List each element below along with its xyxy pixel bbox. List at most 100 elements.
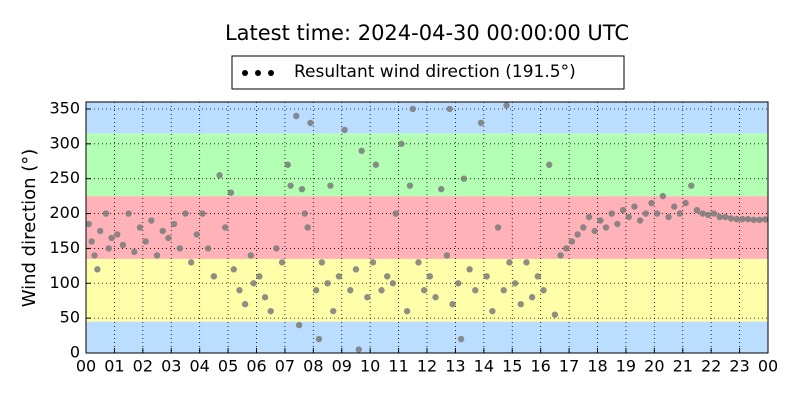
- data-point: [540, 287, 547, 294]
- data-point: [545, 161, 553, 168]
- data-point: [682, 199, 689, 207]
- data-point: [625, 213, 632, 221]
- data-point: [94, 266, 101, 273]
- data-point: [693, 206, 701, 214]
- data-point: [477, 119, 485, 127]
- x-tick-label: 18: [587, 357, 607, 376]
- x-tick-label: 03: [161, 357, 181, 376]
- legend-marker: [255, 70, 261, 76]
- data-point: [506, 259, 513, 266]
- x-tick-label: 10: [360, 357, 380, 376]
- data-point: [389, 280, 397, 287]
- data-point: [230, 266, 237, 273]
- data-point: [528, 294, 536, 301]
- x-tick-label: 16: [530, 357, 550, 376]
- data-point: [136, 224, 144, 231]
- data-point: [671, 203, 678, 210]
- data-point: [756, 216, 763, 224]
- data-point: [494, 224, 502, 231]
- data-point: [210, 273, 218, 280]
- data-point: [483, 273, 490, 280]
- data-point: [432, 294, 439, 301]
- data-point: [406, 182, 414, 189]
- data-point: [250, 280, 257, 287]
- data-point: [438, 185, 445, 193]
- data-point: [222, 224, 229, 231]
- data-point: [247, 252, 255, 259]
- x-tick-label: 11: [388, 357, 408, 376]
- data-point: [315, 335, 323, 343]
- x-tick-label: 20: [644, 357, 664, 376]
- data-point: [705, 211, 712, 219]
- x-tick-label: 22: [701, 357, 721, 376]
- x-tick-label: 06: [246, 357, 266, 376]
- data-point: [312, 287, 320, 294]
- data-point: [278, 259, 286, 266]
- data-point: [293, 112, 300, 120]
- data-point: [88, 238, 95, 245]
- x-tick-label: 07: [275, 357, 295, 376]
- direction-band: [86, 102, 768, 134]
- data-point: [455, 280, 462, 287]
- data-point: [597, 217, 604, 224]
- data-point: [125, 210, 132, 217]
- data-point: [284, 161, 291, 168]
- x-tick-label: 08: [303, 357, 323, 376]
- x-tick-label: 13: [445, 357, 465, 376]
- y-tick-label: 100: [49, 273, 80, 292]
- data-point: [517, 300, 524, 308]
- data-point: [568, 238, 576, 245]
- data-point: [472, 287, 479, 294]
- data-point: [449, 300, 456, 308]
- data-point: [170, 220, 178, 228]
- data-point: [159, 227, 166, 235]
- y-tick-label: 0: [70, 343, 80, 362]
- data-point: [142, 238, 149, 245]
- data-point: [727, 215, 735, 222]
- data-point: [699, 210, 706, 217]
- data-point: [642, 210, 650, 217]
- data-point: [85, 220, 93, 228]
- data-point: [534, 273, 542, 280]
- x-tick-label: 17: [559, 357, 579, 376]
- data-point: [131, 248, 138, 256]
- data-point: [165, 234, 172, 242]
- data-point: [761, 216, 769, 223]
- data-point: [503, 102, 510, 109]
- data-point: [298, 185, 306, 193]
- data-point: [236, 287, 243, 294]
- legend-marker: [242, 70, 248, 76]
- plot-area: [85, 101, 769, 354]
- x-tick-label: 01: [104, 357, 124, 376]
- x-tick-label: 02: [133, 357, 153, 376]
- data-point: [688, 182, 695, 189]
- data-point: [466, 266, 473, 273]
- x-tick-label: 15: [502, 357, 522, 376]
- data-point: [261, 294, 269, 301]
- data-point: [193, 231, 201, 238]
- data-point: [304, 224, 311, 231]
- data-point: [619, 206, 627, 214]
- y-tick-label: 200: [49, 203, 80, 222]
- data-point: [409, 105, 416, 113]
- x-tick-label: 00: [76, 357, 96, 376]
- y-tick-label: 300: [49, 133, 80, 152]
- data-point: [324, 280, 331, 287]
- data-point: [372, 161, 380, 168]
- data-point: [443, 252, 451, 259]
- data-point: [648, 199, 655, 207]
- data-point: [580, 224, 587, 231]
- data-point: [148, 217, 155, 224]
- x-tick-label: 09: [332, 357, 352, 376]
- data-point: [631, 203, 638, 210]
- data-point: [187, 259, 195, 266]
- data-point: [227, 189, 235, 196]
- data-point: [750, 216, 757, 224]
- data-point: [420, 287, 428, 294]
- data-point: [256, 273, 263, 280]
- data-point: [659, 192, 667, 200]
- data-point: [398, 140, 405, 148]
- data-point: [523, 259, 530, 266]
- data-point: [614, 220, 621, 228]
